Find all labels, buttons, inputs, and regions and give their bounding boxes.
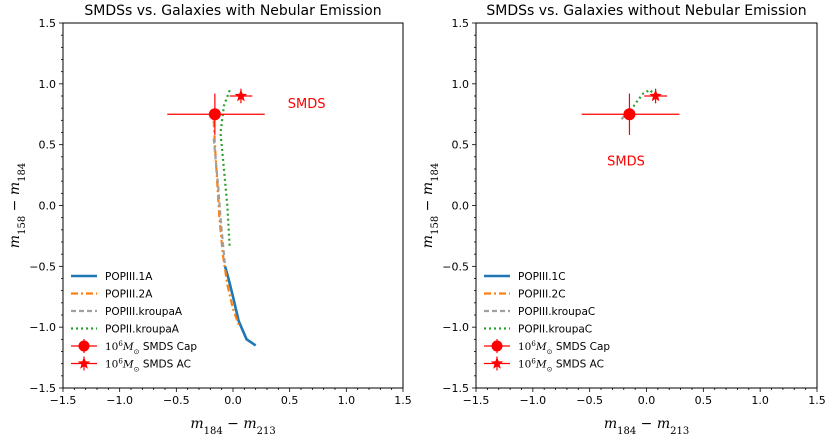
x-tick-label: 0.0	[224, 394, 242, 407]
chart-panel-1: SMDSs vs. Galaxies with Nebular Emission…	[7, 3, 412, 436]
x-tick-label: 1.5	[394, 394, 412, 407]
x-tick-label: −1.0	[106, 394, 133, 407]
x-axis-label: m184 − m213	[604, 416, 689, 436]
x-tick-label: −0.5	[576, 394, 603, 407]
chart-panel-2: SMDSs vs. Galaxies without Nebular Emiss…	[420, 3, 826, 436]
y-tick-label: 0.0	[452, 200, 470, 213]
x-tick-label: 1.5	[808, 394, 826, 407]
chart-title: SMDSs vs. Galaxies without Nebular Emiss…	[486, 3, 806, 19]
y-axis-label: m158 − m184	[420, 163, 441, 248]
legend-label: POPIII.kroupaC	[518, 306, 595, 318]
y-tick-label: 1.0	[452, 78, 470, 91]
legend-label: POPIII.2A	[105, 289, 153, 301]
x-tick-label: −0.5	[163, 394, 190, 407]
y-tick-label: −1.5	[442, 382, 469, 395]
x-tick-label: 1.0	[751, 394, 769, 407]
smds-annotation: SMDS	[288, 97, 326, 112]
y-tick-label: −1.0	[442, 321, 469, 334]
series-line-POPII.kroupaA	[219, 87, 232, 246]
legend-swatch-marker	[490, 357, 504, 369]
series-line-POPIII.kroupaA	[212, 138, 227, 267]
x-tick-label: −1.5	[463, 394, 490, 407]
legend-label: POPIII.kroupaA	[105, 306, 183, 318]
y-tick-label: 0.5	[39, 139, 57, 152]
x-tick-label: 0.5	[281, 394, 299, 407]
legend-swatch-marker	[78, 340, 90, 352]
x-tick-label: −1.0	[519, 394, 546, 407]
y-tick-label: −1.0	[29, 321, 56, 334]
legend-swatch-marker	[491, 340, 503, 352]
y-tick-label: 0.5	[452, 139, 470, 152]
legend-label: 106M⊙ SMDS Cap	[105, 340, 197, 356]
marker-smds-ac	[234, 89, 248, 102]
legend-label: 106M⊙ SMDS AC	[518, 358, 604, 374]
marker-smds-ac	[649, 89, 662, 102]
legend-label: POPIII.1C	[518, 271, 566, 283]
y-tick-label: −0.5	[29, 260, 56, 273]
x-tick-label: 1.0	[338, 394, 356, 407]
y-tick-label: 1.0	[39, 78, 57, 91]
y-tick-label: 1.5	[452, 17, 470, 30]
x-tick-label: −1.5	[50, 394, 77, 407]
series-line-POPIII.1A	[223, 265, 257, 347]
y-tick-label: −0.5	[442, 260, 469, 273]
legend-label: 106M⊙ SMDS AC	[105, 358, 191, 374]
legend-swatch-marker	[77, 357, 91, 369]
x-axis-label: m184 − m213	[190, 416, 275, 436]
legend-label: 106M⊙ SMDS Cap	[518, 340, 610, 356]
smds-annotation: SMDS	[607, 154, 645, 169]
y-tick-label: 0.0	[39, 200, 57, 213]
legend-label: POPIII.2C	[518, 289, 566, 301]
y-tick-label: 1.5	[39, 17, 57, 30]
series-line-POPII.kroupaC	[629, 88, 657, 112]
legend-label: POPII.kroupaA	[105, 324, 180, 336]
x-tick-label: 0.0	[638, 394, 656, 407]
chart-title: SMDSs vs. Galaxies with Nebular Emission	[84, 3, 381, 19]
marker-smds-cap	[208, 108, 221, 121]
legend-label: POPII.kroupaC	[518, 324, 592, 336]
y-tick-label: −1.5	[29, 382, 56, 395]
marker-smds-cap	[623, 108, 636, 121]
y-axis-label: m158 − m184	[7, 163, 28, 248]
x-tick-label: 0.5	[695, 394, 713, 407]
legend-label: POPIII.1A	[105, 271, 153, 283]
series-line-POPIII.2A	[212, 120, 240, 326]
